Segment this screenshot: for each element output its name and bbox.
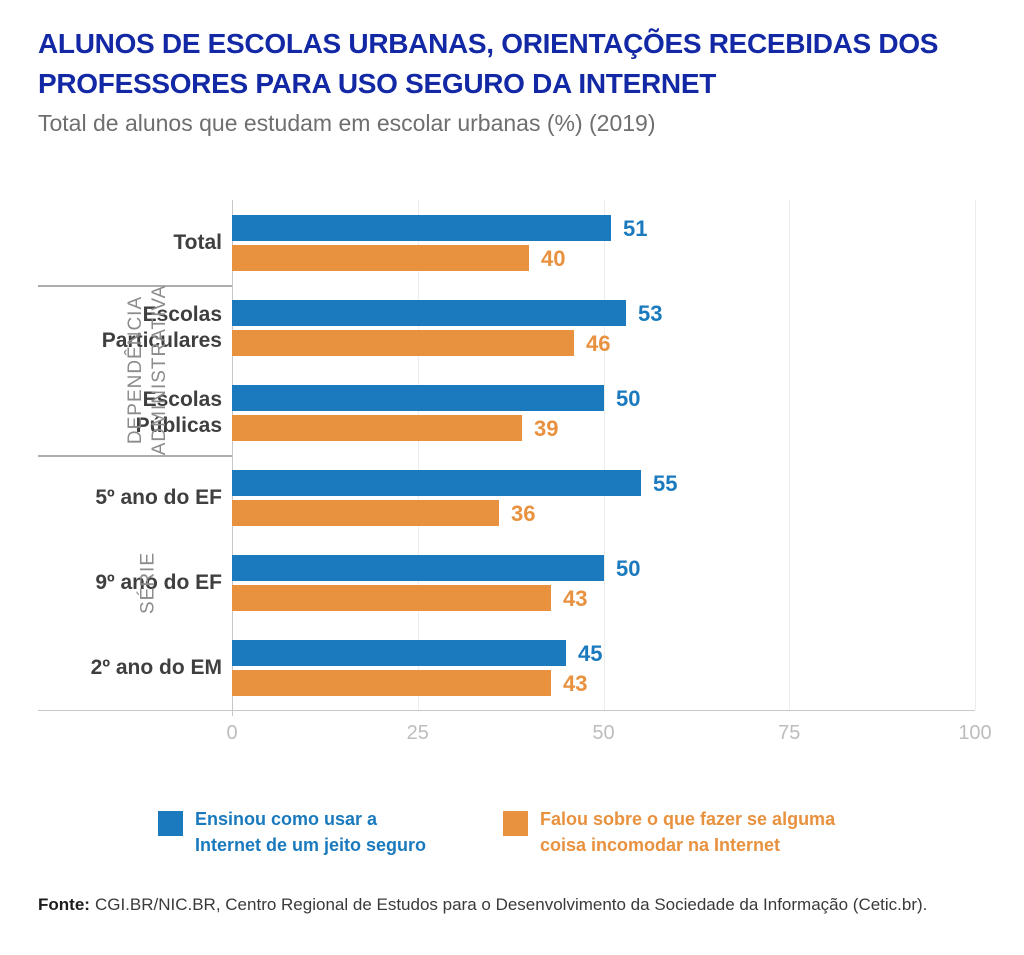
- bar-orange-3: [232, 500, 499, 526]
- bar-orange-0: [232, 245, 529, 271]
- grid-line-25: [417, 200, 419, 710]
- bar-blue-2: [232, 385, 604, 411]
- bar-blue-4: [232, 555, 604, 581]
- legend-label-orange-series: Falou sobre o que fazer se alguma coisa …: [540, 809, 836, 855]
- value-label: 43: [563, 671, 588, 696]
- group-label: SÉRIE: [137, 551, 159, 614]
- value-label: 53: [638, 301, 663, 326]
- grid-line-0: [232, 200, 233, 716]
- grid-line-100: [975, 200, 976, 710]
- bar-blue-0: [232, 215, 611, 241]
- group-divider: [38, 455, 232, 457]
- group-divider: [38, 285, 232, 287]
- x-tick-label: 50: [592, 722, 615, 744]
- bar-orange-4: [232, 585, 551, 611]
- value-label: 51: [623, 216, 648, 241]
- x-tick-label: 25: [406, 722, 429, 744]
- category-label: Total: [173, 230, 222, 254]
- value-label: 40: [541, 246, 566, 271]
- source-text: CGI.BR/NIC.BR, Centro Regional de Estudo…: [94, 895, 928, 914]
- category-label: 5º ano do EF: [95, 485, 222, 509]
- legend-swatch-blue-icon: [158, 811, 183, 836]
- grid-line-75: [789, 200, 791, 710]
- category-label: 9º ano do EF: [95, 570, 222, 594]
- value-label: 39: [534, 416, 559, 441]
- x-tick-label: 100: [958, 722, 992, 744]
- category-label: Escolas Públicas: [135, 387, 222, 437]
- legend-label-blue-series: Ensinou como usar a Internet de um jeito…: [195, 809, 427, 855]
- value-label: 55: [653, 471, 678, 496]
- legend-swatch-orange-icon: [503, 811, 528, 836]
- value-label: 43: [563, 586, 588, 611]
- chart-title: ALUNOS DE ESCOLAS URBANAS, ORIENTAÇÕES R…: [38, 28, 939, 99]
- bar-blue-1: [232, 300, 626, 326]
- value-label: 50: [616, 556, 641, 581]
- chart-subtitle: Total de alunos que estudam em escolar u…: [38, 110, 656, 136]
- x-tick-label: 75: [778, 722, 801, 744]
- value-label: 36: [511, 501, 536, 526]
- group-label: DEPENDÊNCIA ADMINISTRATIVA: [125, 284, 170, 456]
- bar-orange-5: [232, 670, 551, 696]
- value-label: 45: [578, 641, 603, 666]
- grid-line-50: [603, 200, 605, 710]
- source-note: Fonte: CGI.BR/NIC.BR, Centro Regional de …: [38, 895, 927, 915]
- source-label: Fonte:: [38, 895, 90, 914]
- value-label: 50: [616, 386, 641, 411]
- x-tick-label: 0: [226, 722, 238, 744]
- bar-orange-1: [232, 330, 574, 356]
- legend-item-blue-series: Ensinou como usar a Internet de um jeito…: [158, 806, 435, 858]
- bar-orange-2: [232, 415, 522, 441]
- bar-blue-3: [232, 470, 641, 496]
- bar-blue-5: [232, 640, 566, 666]
- x-axis-line: [38, 710, 975, 711]
- category-label: 2º ano do EM: [90, 655, 222, 679]
- category-label: Escolas Particulares: [101, 302, 222, 352]
- value-label: 46: [586, 331, 611, 356]
- legend-item-orange-series: Falou sobre o que fazer se alguma coisa …: [503, 806, 870, 858]
